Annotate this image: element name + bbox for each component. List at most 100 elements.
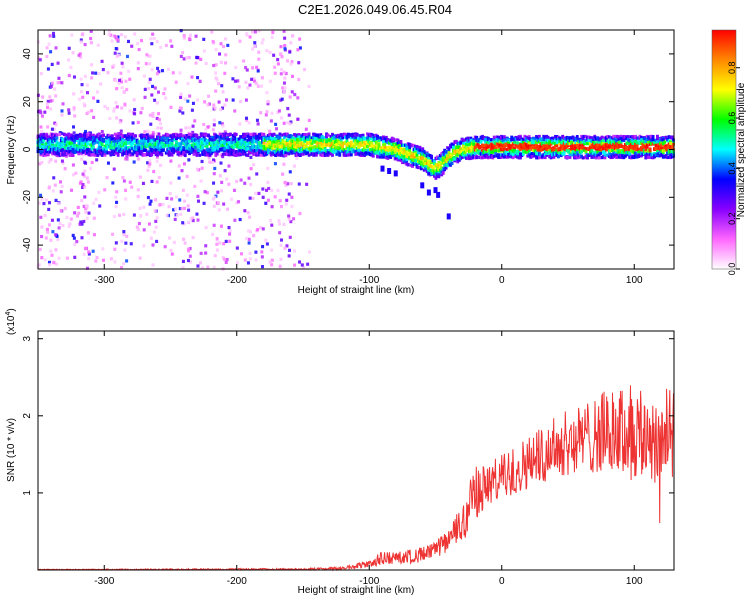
heatmap-cell [556,137,560,142]
heatmap-cell [335,135,339,139]
heatmap-cell [542,137,546,142]
heatmap-cell [317,138,321,142]
heatmap-cell [215,248,219,252]
heatmap-cell [204,132,208,136]
heatmap-cell [561,144,565,148]
heatmap-cell [56,201,60,206]
heatmap-cell [243,140,247,145]
heatmap-cell [255,65,259,69]
heatmap-cell [221,134,225,138]
heatmap-cell [245,33,249,37]
heatmap-cell [561,134,565,139]
heatmap-cell [80,151,84,155]
heatmap-cell [298,153,302,157]
heatmap-cell [208,147,212,151]
heatmap-cell [400,153,404,157]
heatmap-cell [221,141,225,146]
heatmap-cell [260,76,264,80]
heatmap-cell [251,66,255,70]
heatmap-cell [87,137,91,141]
heatmap-cell [294,145,298,149]
heatmap-cell [61,224,65,228]
heatmap-cell [122,179,126,183]
heatmap-cell [182,141,186,145]
heatmap-cell [49,107,53,111]
heatmap-cell [489,153,493,157]
heatmap-cell [430,154,433,158]
heatmap-cell [80,222,84,226]
heatmap-cell [399,152,403,156]
heatmap-cell [575,152,579,156]
heatmap-cell [178,109,182,113]
heatmap-cell [437,174,441,178]
heatmap-cell [392,146,396,150]
heatmap-cell [179,151,183,156]
heatmap-cell [392,137,396,141]
heatmap-cell [615,142,619,146]
heatmap-cell [131,135,135,139]
heatmap-cell [240,135,244,139]
heatmap-cell [84,146,88,150]
heatmap-cell [387,148,391,152]
heatmap-cell [89,148,92,152]
heatmap-cell [54,123,58,127]
heatmap-cell [521,152,525,156]
heatmap-cell [263,136,267,140]
heatmap-cell [577,140,581,144]
heatmap-cell [186,146,190,150]
heatmap-cell [481,156,484,160]
heatmap-cell [227,140,231,145]
heatmap-cell [358,149,362,153]
heatmap-cell [267,186,271,191]
heatmap-cell [115,190,119,194]
heatmap-cell [244,98,248,102]
heatmap-cell [293,138,296,143]
heatmap-cell [245,147,248,152]
heatmap-cell [51,139,54,143]
heatmap-cell [475,155,479,160]
heatmap-cell [136,188,140,192]
heatmap-cell [345,142,349,147]
heatmap-cell [247,134,251,138]
heatmap-cell [72,125,76,129]
heatmap-cell [243,149,247,153]
heatmap-cell [249,155,253,159]
heatmap-cell [376,149,379,153]
heatmap-cell [86,134,89,139]
heatmap-cell [572,138,576,142]
heatmap-cell [427,156,431,160]
heatmap-cell [383,153,387,157]
heatmap-cell [52,260,56,264]
heatmap-cell [571,143,575,147]
heatmap-cell [183,139,187,144]
heatmap-cell [368,132,372,136]
heatmap-cell [596,140,600,144]
heatmap-cell [125,234,129,238]
heatmap-cell [188,134,191,139]
heatmap-cell [281,140,285,144]
heatmap-cell [246,142,250,146]
heatmap-cell [273,71,277,75]
heatmap-cell [412,155,416,159]
heatmap-cell [147,152,151,156]
heatmap-cell [43,110,47,114]
heatmap-cell [306,132,310,137]
heatmap-cell [619,149,623,153]
heatmap-cell [151,150,155,154]
heatmap-cell [93,153,97,157]
heatmap-cell [259,149,263,153]
heatmap-cell [363,149,366,153]
heatmap-cell [71,153,75,157]
heatmap-cell [594,154,598,158]
heatmap-cell [81,138,85,142]
heatmap-cell [157,148,161,152]
heatmap-cell [156,135,159,139]
heatmap-cell [161,134,165,138]
heatmap-cell [393,148,397,152]
heatmap-cell [83,149,87,153]
heatmap-cell [124,141,127,146]
heatmap-cell [527,142,531,146]
heatmap-cell [495,142,499,146]
heatmap-cell [40,129,44,134]
heatmap-cell [542,153,546,157]
